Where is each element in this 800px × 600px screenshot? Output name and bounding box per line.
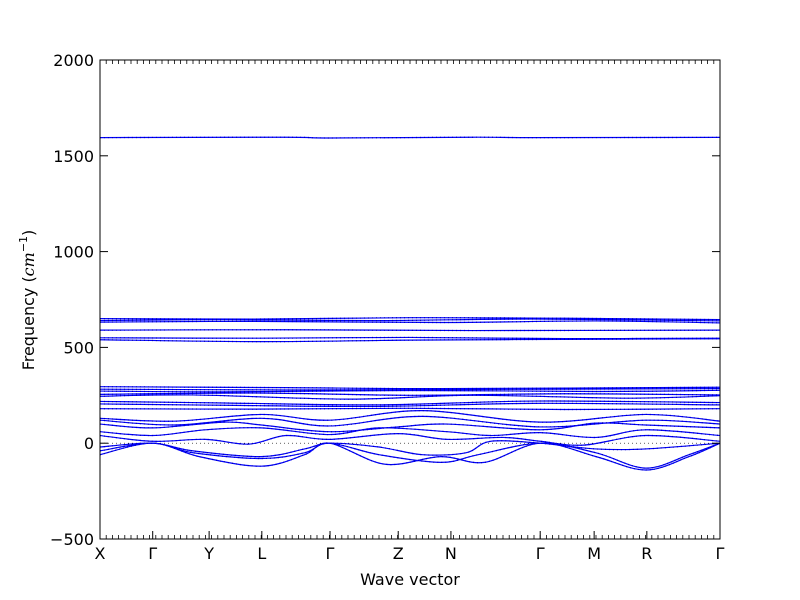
- band-markers-8: [100, 386, 720, 390]
- x-tick-label-4: Γ: [326, 544, 335, 563]
- band-line-14: [100, 402, 720, 408]
- band-markers-16: [100, 410, 720, 423]
- y-tick-label-4: 1500: [53, 147, 94, 166]
- y-tick-label-3: 1000: [53, 243, 94, 262]
- band-markers-5: [100, 329, 720, 332]
- band-markers-4: [100, 320, 720, 324]
- x-axis-title: Wave vector: [360, 570, 460, 589]
- band-line-1: [100, 136, 720, 139]
- y-axis-title: Frequency (cm−1): [17, 230, 38, 371]
- y-tick-label-5: 2000: [53, 51, 94, 70]
- band-line-13: [100, 400, 720, 406]
- band-markers-17: [100, 415, 720, 428]
- tick-labels: X Γ Y L Γ Z N Γ M R Γ −500 0 500 1000 1500 2000: [50, 51, 724, 563]
- y-tick-label-1: 0: [84, 434, 94, 453]
- band-line-3: [100, 318, 720, 322]
- band-markers-22: [100, 442, 720, 469]
- band-line-15: [100, 407, 720, 411]
- band-markers-21: [100, 440, 720, 458]
- x-tick-label-7: Γ: [536, 544, 545, 563]
- plot-area: [100, 136, 720, 471]
- band-line-11: [100, 392, 720, 396]
- band-markers-12: [100, 394, 720, 400]
- band-markers-18: [100, 421, 720, 433]
- y-tick-label-2: 500: [63, 338, 94, 357]
- x-tick-label-8: M: [587, 544, 601, 563]
- y-axis-title-suffix: ): [19, 230, 38, 236]
- plot-frame: [99, 59, 721, 540]
- y-tick-label-0: −500: [50, 530, 94, 549]
- band-line-23: [100, 442, 720, 471]
- x-tick-label-9: R: [641, 544, 652, 563]
- x-tick-label-5: Z: [393, 544, 404, 563]
- band-line-10: [100, 389, 720, 393]
- x-tick-label-10: Γ: [716, 544, 725, 563]
- band-markers-19: [100, 427, 720, 439]
- x-tick-label-3: L: [257, 544, 266, 563]
- y-axis-title-unit: cm: [19, 252, 38, 276]
- band-markers-9: [100, 387, 720, 391]
- x-tick-label-0: X: [95, 544, 106, 563]
- x-tick-label-2: Y: [203, 544, 214, 563]
- x-tick-label-6: N: [445, 544, 457, 563]
- band-line-20: [100, 433, 720, 446]
- band-line-2: [100, 317, 720, 321]
- x-tick-label-1: Γ: [148, 544, 157, 563]
- band-line-7: [100, 338, 720, 343]
- band-line-5: [100, 329, 720, 332]
- y-axis-title-exponent: −1: [17, 236, 30, 252]
- y-axis-title-prefix: Frequency (: [19, 276, 38, 370]
